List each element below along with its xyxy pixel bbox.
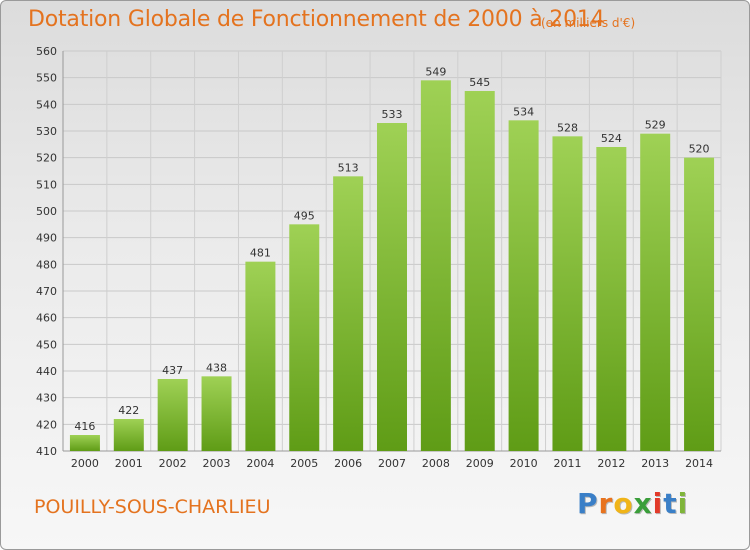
logo-letter: P [577, 487, 599, 520]
y-tick-label: 410 [36, 445, 57, 458]
y-tick-label: 520 [36, 152, 57, 165]
x-tick-label-2004: 2004 [246, 457, 274, 470]
logo-letter: r [598, 487, 614, 520]
y-tick-label: 420 [36, 418, 57, 431]
bar-layer: 416 422 437 438 481 495 513 533 549 545 534 528 524 5… [69, 65, 715, 452]
x-tick-label-2013: 2013 [641, 457, 669, 470]
value-label-2003: 438 [206, 361, 227, 374]
x-tick-label-2010: 2010 [510, 457, 538, 470]
value-label-2012: 524 [601, 132, 622, 145]
y-tick-label: 460 [36, 312, 57, 325]
value-label-2006: 513 [338, 161, 359, 174]
value-label-2011: 528 [557, 121, 578, 134]
value-label-2000: 416 [74, 420, 95, 433]
x-tick-label-2014: 2014 [685, 457, 713, 470]
y-tick-label: 530 [36, 125, 57, 138]
x-tick-label-2001: 2001 [115, 457, 143, 470]
value-label-2005: 495 [294, 209, 315, 222]
chart-subtitle: (en milliers d'€) [541, 16, 636, 30]
y-tick-label: 450 [36, 338, 57, 351]
chart-title: Dotation Globale de Fonctionnement de 20… [28, 7, 605, 32]
value-label-2007: 533 [382, 108, 403, 121]
axis-layer: 410 420 430 440 450 460 470 480 490 500 510 520 530 5… [36, 45, 721, 470]
bar-2000 [69, 435, 100, 451]
y-tick-label: 480 [36, 258, 57, 271]
bar-2003 [201, 376, 232, 451]
bar-2001 [113, 419, 144, 451]
logo-letter: i [677, 487, 689, 520]
proxiti-logo[interactable]: Proxiti [577, 487, 688, 520]
bar-2011 [552, 136, 583, 452]
logo-letter: t [663, 487, 678, 520]
y-tick-label: 490 [36, 232, 57, 245]
bar-chart: 410 420 430 440 450 460 470 480 490 500 510 520 530 5… [36, 45, 722, 470]
x-tick-label-2011: 2011 [553, 457, 581, 470]
y-tick-label: 550 [36, 72, 57, 85]
value-label-2004: 481 [250, 247, 271, 260]
y-tick-label: 500 [36, 205, 57, 218]
value-label-2014: 520 [689, 143, 710, 156]
bar-2007 [377, 123, 407, 451]
bar-2014 [684, 157, 715, 451]
x-tick-label-2009: 2009 [466, 457, 494, 470]
value-label-2010: 534 [513, 105, 534, 118]
bar-2013 [640, 133, 671, 451]
x-tick-label-2006: 2006 [334, 457, 362, 470]
y-tick-label: 560 [36, 45, 57, 58]
y-tick-label: 430 [36, 392, 57, 405]
bar-2002 [157, 379, 188, 451]
x-tick-label-2003: 2003 [203, 457, 231, 470]
bar-2005 [289, 224, 320, 451]
x-tick-label-2002: 2002 [159, 457, 187, 470]
y-tick-label: 510 [36, 178, 57, 191]
value-label-2013: 529 [645, 119, 666, 132]
x-tick-label-2012: 2012 [597, 457, 625, 470]
bar-2006 [333, 176, 364, 452]
logo-letter: x [633, 487, 653, 520]
bar-2012 [596, 147, 627, 451]
value-label-2001: 422 [118, 404, 139, 417]
x-tick-label-2000: 2000 [71, 457, 99, 470]
bar-2004 [245, 261, 276, 451]
bar-2010 [508, 120, 539, 451]
y-tick-label: 540 [36, 98, 57, 111]
commune-name: POUILLY-SOUS-CHARLIEU [34, 496, 271, 518]
y-tick-label: 440 [36, 365, 57, 378]
logo-letter: o [613, 487, 634, 520]
x-tick-label-2007: 2007 [378, 457, 406, 470]
x-tick-label-2005: 2005 [290, 457, 318, 470]
y-tick-label: 470 [36, 285, 57, 298]
bar-2008 [420, 80, 451, 451]
value-label-2002: 437 [162, 364, 183, 377]
value-label-2008: 549 [425, 65, 446, 78]
logo-letter: i [652, 487, 664, 520]
x-tick-label-2008: 2008 [422, 457, 450, 470]
bar-2009 [464, 91, 495, 451]
value-label-2009: 545 [469, 76, 490, 89]
